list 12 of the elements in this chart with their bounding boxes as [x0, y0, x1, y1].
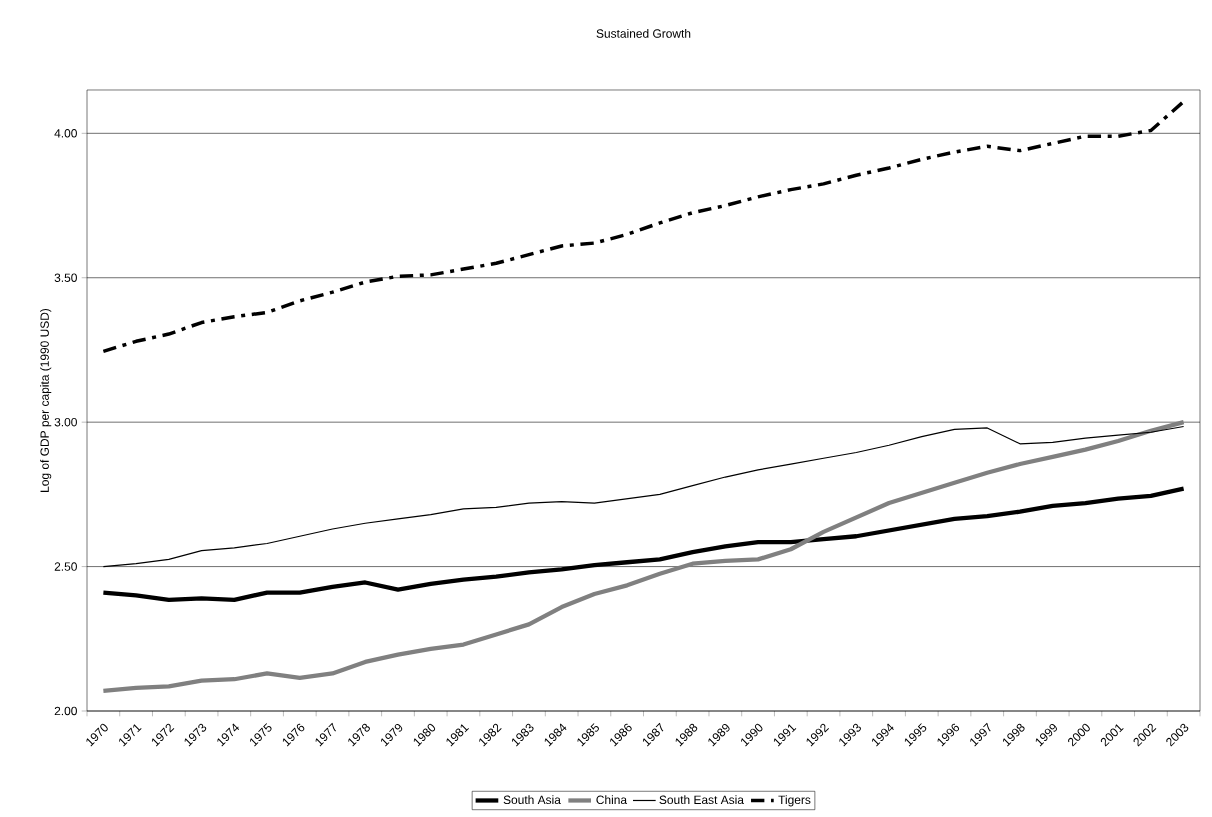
- y-tick-label: 2.00: [54, 706, 77, 716]
- legend-label: South East Asia: [659, 795, 744, 805]
- y-tick-label: 3.00: [54, 417, 77, 427]
- y-axis-title: Log of GDP per capita (1990 USD): [40, 308, 52, 492]
- y-tick-label: 4.00: [54, 129, 77, 138]
- y-tick-label: 2.50: [54, 562, 77, 571]
- legend-label: Tigers: [778, 795, 811, 807]
- chart-title: Sustained Growth: [596, 28, 691, 38]
- line-series: [101, 99, 1186, 354]
- y-tick-label: 3.50: [54, 273, 77, 282]
- legend-label: China: [596, 795, 628, 805]
- legend-label: South Asia: [503, 795, 561, 805]
